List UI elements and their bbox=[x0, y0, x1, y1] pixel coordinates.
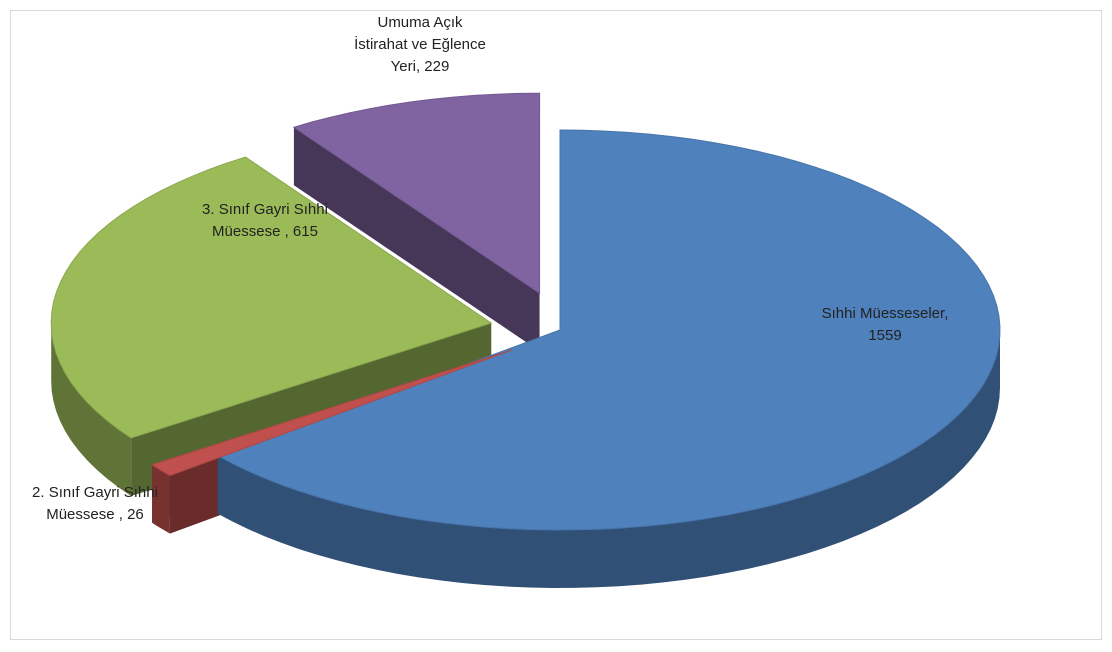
slice-label-line: Yeri, 229 bbox=[391, 58, 450, 75]
pie-slice-side-1-0 bbox=[152, 464, 170, 534]
slice-label-line: Umuma Açık bbox=[377, 14, 463, 31]
slice-label-1: 2. Sınıf Gayri Sıhhi Müessese , 26 bbox=[32, 484, 158, 523]
slice-label-line: İstirahat ve Eğlence bbox=[354, 35, 486, 53]
pie-slice-2 bbox=[50, 156, 493, 439]
pie-labels: Sıhhi Müesseseler, 1559 2. Sınıf Gayri Sıh… bbox=[32, 14, 948, 523]
pie-slice-0 bbox=[216, 129, 1001, 531]
slice-label-0: Sıhhi Müesseseler, 1559 bbox=[822, 305, 949, 344]
pie-slice-wall-3-0 bbox=[293, 127, 540, 352]
pie-slice-side-2-0 bbox=[51, 323, 132, 496]
pie-slice-1 bbox=[150, 349, 513, 477]
slice-label-line: 1559 bbox=[868, 327, 901, 344]
pie-slice-3 bbox=[292, 92, 541, 295]
slice-label-line: Müessese , 615 bbox=[212, 223, 318, 240]
pie-slice-side-0-0 bbox=[217, 330, 1001, 588]
slice-label-line: Müessese , 26 bbox=[46, 506, 144, 523]
slice-label-line: 2. Sınıf Gayri Sıhhi bbox=[32, 484, 158, 501]
pie-tops bbox=[50, 92, 1001, 531]
slice-label-line: Sıhhi Müesseseler, bbox=[822, 305, 949, 322]
slice-label-2: 3. Sınıf Gayri Sıhhi Müessese , 615 bbox=[202, 201, 328, 240]
slice-label-line: 3. Sınıf Gayri Sıhhi bbox=[202, 201, 328, 218]
slice-label-3: Umuma Açık İstirahat ve Eğlence Yeri, 229 bbox=[354, 14, 486, 75]
